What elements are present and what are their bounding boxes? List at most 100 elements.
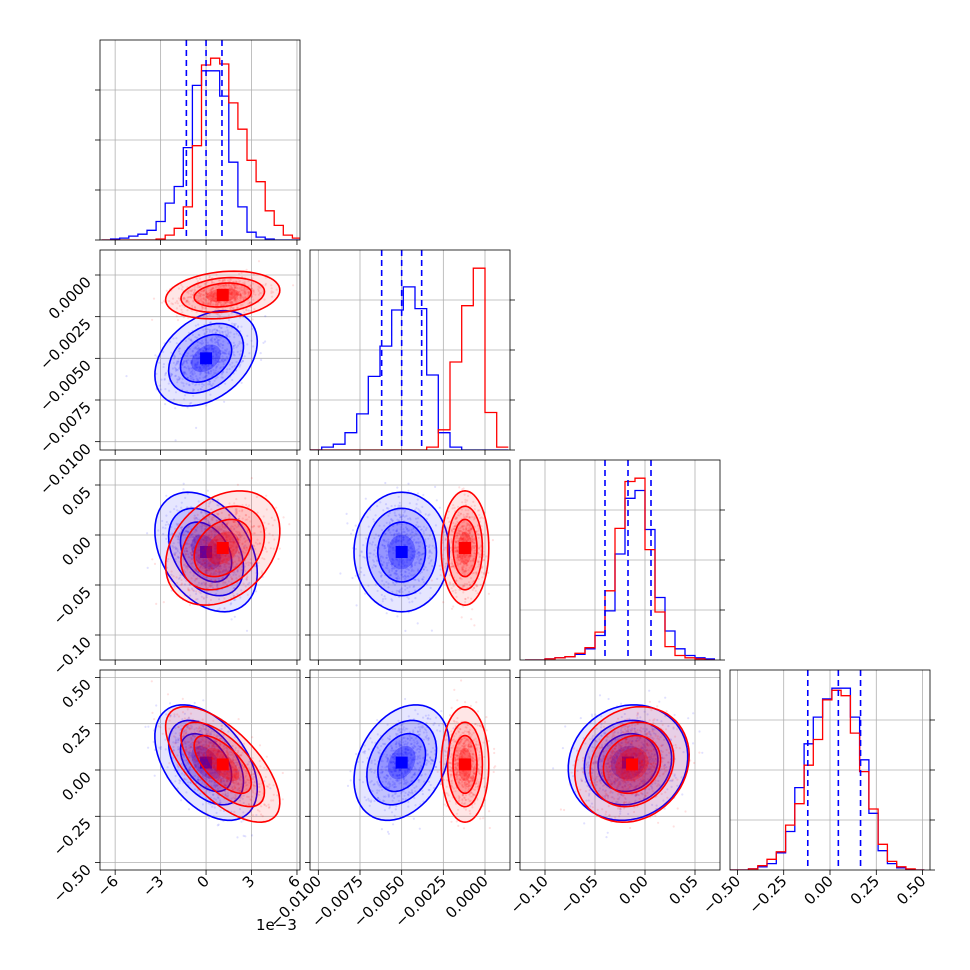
blue-point [219,777,222,780]
red-point [230,300,234,303]
red-point [206,296,209,299]
red-point [223,771,226,774]
red-point [225,534,229,537]
blue-point [171,367,174,370]
blue-point [195,747,198,750]
red-point [219,285,222,288]
red-point [206,303,210,306]
red-point [197,284,200,287]
blue-point [183,398,186,401]
blue-point [199,387,202,391]
red-point [482,573,485,576]
blue-point [407,575,410,578]
red-point [221,560,224,563]
red-point [231,548,235,551]
red-point [212,561,215,564]
red-point [468,529,471,533]
red-point [151,558,154,561]
blue-point [191,758,194,762]
blue-point [178,352,182,355]
blue-point [184,547,187,550]
blue-point [210,345,213,348]
blue-point [224,555,227,558]
blue-point [219,342,222,345]
blue-point [351,576,354,580]
blue-point [212,754,215,757]
blue-point [199,561,202,564]
red-point [258,542,262,545]
red-point [244,292,247,295]
red-point [477,529,480,532]
red-point [218,749,221,752]
red-point [227,279,230,282]
blue-point [209,754,212,757]
blue-point [211,374,214,377]
red-point [464,569,467,573]
red-point [204,282,207,285]
red-point [241,292,245,295]
blue-point [216,554,219,558]
blue-point [405,527,409,530]
blue-point [395,589,398,592]
blue-point [244,835,247,838]
red-point [183,731,186,734]
blue-point [427,557,430,560]
blue-point [225,371,228,374]
blue-point [223,563,226,566]
red-point [470,505,473,508]
blue-point [362,555,365,559]
blue-point [204,583,207,586]
red-point [204,569,207,573]
blue-point [222,360,225,363]
blue-point [415,549,419,552]
red-point [444,564,447,568]
blue-point [208,380,211,383]
red-point [208,533,211,537]
red-point [453,549,456,552]
blue-point [204,511,207,514]
blue-point [157,529,160,532]
red-point [225,538,228,541]
blue-point [400,516,403,519]
blue-point [189,766,192,770]
red-point [229,529,232,532]
red-point [461,488,464,491]
blue-point [373,537,376,540]
red-point [223,524,226,528]
blue-point [205,563,208,566]
red-point [455,556,458,560]
blue-point [387,586,390,589]
blue-point [216,341,219,344]
red-point [463,539,466,542]
red-point [209,585,212,588]
red-point [217,533,220,536]
blue-point [241,797,244,800]
red-point [209,299,212,302]
red-point [220,532,224,535]
red-point [458,514,461,517]
blue-point [393,534,396,537]
red-point [250,525,253,528]
blue-point [221,346,224,350]
blue-point [211,355,214,359]
blue-point [211,344,214,347]
blue-point [189,375,192,378]
red-point [185,746,188,749]
blue-point [176,550,179,553]
red-point [448,550,451,553]
blue-point [208,529,211,532]
red-point [185,549,188,553]
blue-point [217,797,220,800]
blue-point [196,563,199,566]
blue-point [243,565,247,568]
blue-point [225,522,228,525]
red-contour-line [440,489,490,607]
blue-point [173,508,176,511]
red-point [235,551,238,555]
red-point [252,289,255,292]
red-point [462,584,465,587]
blue-point [212,793,215,796]
blue-point [198,366,201,369]
red-point [216,773,220,776]
blue-point [183,370,186,374]
